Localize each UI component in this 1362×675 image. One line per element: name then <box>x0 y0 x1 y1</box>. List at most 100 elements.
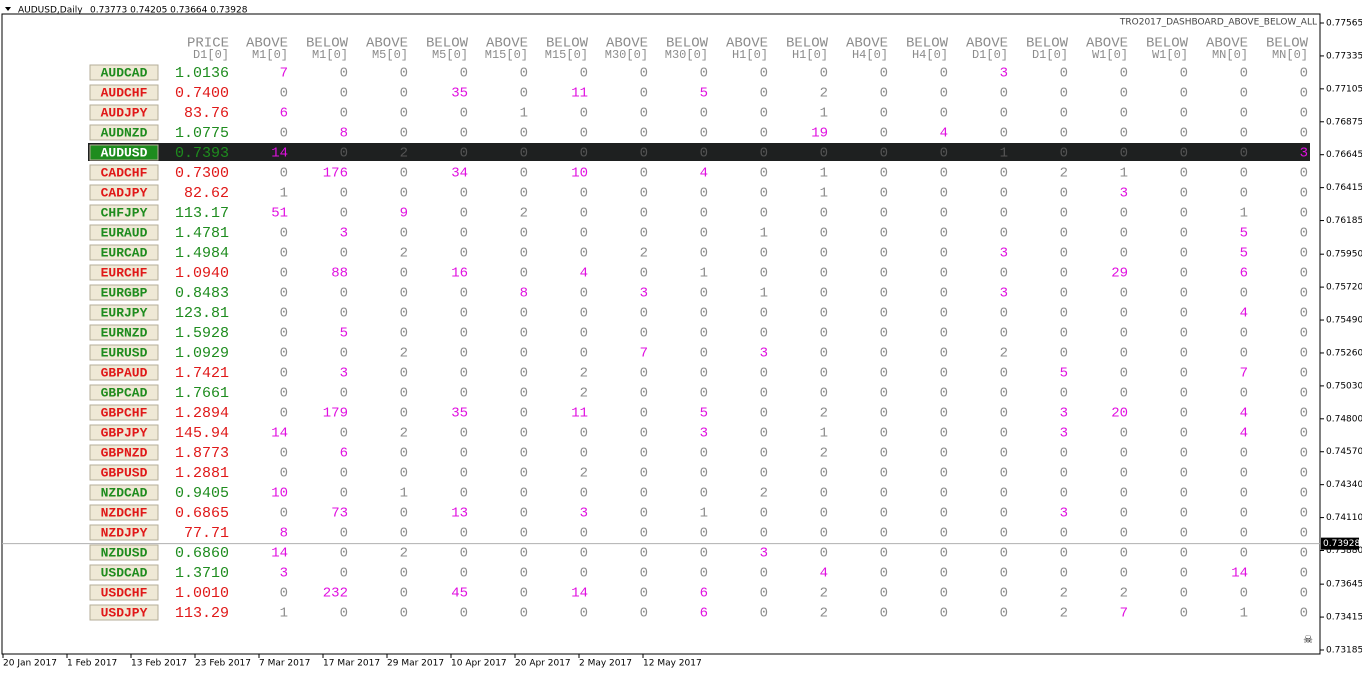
count: 0 <box>940 526 948 542</box>
skull-icon[interactable]: ☠ <box>1303 634 1313 646</box>
count: 14 <box>271 146 288 162</box>
count: 8 <box>520 286 528 302</box>
count: 0 <box>340 86 348 102</box>
symbol: NZDUSD <box>101 545 148 560</box>
count: 0 <box>1060 346 1068 362</box>
symbol-button <box>89 424 159 441</box>
count: 0 <box>520 166 528 182</box>
count: 0 <box>1000 126 1008 142</box>
price: 82.62 <box>184 185 229 202</box>
count: 0 <box>700 466 708 482</box>
count: 2 <box>1060 586 1068 602</box>
menu-arrow[interactable] <box>5 7 11 11</box>
time-label: 17 Mar 2017 <box>323 659 380 669</box>
count: 0 <box>280 386 288 402</box>
count: 1 <box>1000 146 1008 162</box>
count: 0 <box>820 286 828 302</box>
count: 0 <box>520 606 528 622</box>
count: 0 <box>760 186 768 202</box>
count: 0 <box>520 126 528 142</box>
count: 0 <box>1300 106 1308 122</box>
count: 0 <box>280 366 288 382</box>
count: 0 <box>640 186 648 202</box>
count: 0 <box>940 66 948 82</box>
count: 0 <box>280 266 288 282</box>
count: 0 <box>760 406 768 422</box>
count: 0 <box>460 426 468 442</box>
price: 1.0775 <box>175 125 229 142</box>
count: 1 <box>520 106 528 122</box>
count: 0 <box>580 546 588 562</box>
count: 0 <box>880 406 888 422</box>
price: 1.8773 <box>175 445 229 462</box>
count: 0 <box>400 286 408 302</box>
count: 0 <box>880 546 888 562</box>
symbol-button <box>89 524 159 541</box>
column-header: H1[0] <box>792 48 828 62</box>
price-label: 0.76645 <box>1326 150 1362 160</box>
count: 13 <box>451 506 468 522</box>
count: 0 <box>460 526 468 542</box>
count: 0 <box>1000 486 1008 502</box>
count: 0 <box>1000 446 1008 462</box>
count: 3 <box>1300 146 1308 162</box>
count: 0 <box>880 226 888 242</box>
count: 5 <box>1240 246 1248 262</box>
column-header: H4[0] <box>852 48 888 62</box>
count: 0 <box>520 386 528 402</box>
symbol: USDCAD <box>101 565 148 580</box>
symbol-button <box>89 444 159 461</box>
count: 0 <box>1180 466 1188 482</box>
count: 3 <box>640 286 648 302</box>
price: 1.7661 <box>175 385 229 402</box>
symbol: EURJPY <box>101 305 148 320</box>
count: 0 <box>1000 86 1008 102</box>
price: 1.0136 <box>175 65 229 82</box>
count: 0 <box>760 206 768 222</box>
symbol: NZDCAD <box>101 485 148 500</box>
count: 0 <box>1000 566 1008 582</box>
count: 0 <box>1240 286 1248 302</box>
price: 1.5928 <box>175 325 229 342</box>
count: 0 <box>940 286 948 302</box>
symbol-button <box>89 404 159 421</box>
count: 0 <box>940 606 948 622</box>
count: 7 <box>1240 366 1248 382</box>
count: 0 <box>640 606 648 622</box>
column-header: H1[0] <box>732 48 768 62</box>
count: 0 <box>280 506 288 522</box>
count: 0 <box>1120 466 1128 482</box>
count: 0 <box>820 326 828 342</box>
column-header: M1[0] <box>252 48 288 62</box>
count: 0 <box>400 106 408 122</box>
price: 77.71 <box>184 525 229 542</box>
price-label: 0.75030 <box>1326 381 1362 391</box>
column-header: M1[0] <box>312 48 348 62</box>
count: 3 <box>1000 246 1008 262</box>
column-header: D1[0] <box>972 48 1008 62</box>
count: 2 <box>820 606 828 622</box>
count: 0 <box>1000 406 1008 422</box>
price: 1.2881 <box>175 465 229 482</box>
count: 0 <box>460 486 468 502</box>
price: 1.2894 <box>175 405 229 422</box>
count: 0 <box>580 186 588 202</box>
count: 0 <box>1240 126 1248 142</box>
count: 0 <box>580 306 588 322</box>
price-label: 0.74110 <box>1326 513 1362 523</box>
count: 0 <box>880 346 888 362</box>
count: 8 <box>280 526 288 542</box>
count: 0 <box>1000 426 1008 442</box>
count: 0 <box>640 486 648 502</box>
count: 0 <box>700 386 708 402</box>
count: 0 <box>400 406 408 422</box>
count: 0 <box>1120 426 1128 442</box>
count: 0 <box>940 306 948 322</box>
count: 0 <box>1300 126 1308 142</box>
count: 2 <box>400 246 408 262</box>
count: 0 <box>1000 606 1008 622</box>
count: 0 <box>700 366 708 382</box>
symbol: CADCHF <box>101 165 148 180</box>
count: 0 <box>1120 486 1128 502</box>
count: 0 <box>1000 506 1008 522</box>
